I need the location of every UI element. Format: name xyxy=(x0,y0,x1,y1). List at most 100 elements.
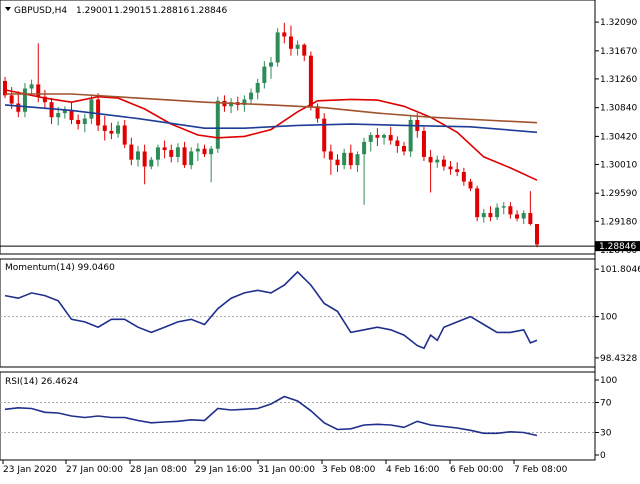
candle xyxy=(36,43,41,103)
candle xyxy=(428,150,433,193)
candle-body xyxy=(262,66,267,84)
candle xyxy=(62,106,67,119)
price-tick-label: 1.30010 xyxy=(600,160,637,170)
candle xyxy=(282,22,287,44)
candle xyxy=(508,202,513,219)
candle-body xyxy=(269,62,273,67)
time-tick-label: 28 Jan 08:00 xyxy=(130,465,187,475)
candle xyxy=(102,115,107,141)
rsi-tick-label: 100 xyxy=(600,376,617,386)
candle-body xyxy=(501,206,506,208)
candle xyxy=(495,203,500,220)
candle-body xyxy=(328,151,333,160)
candle-body xyxy=(189,151,194,166)
candle xyxy=(328,144,333,175)
candle xyxy=(136,145,140,167)
time-axis: 23 Jan 2020 27 Jan 00:00 28 Jan 08:00 29 Ja… xyxy=(2,460,568,475)
candle xyxy=(129,137,134,166)
candle xyxy=(441,155,446,171)
candle-body xyxy=(322,118,327,152)
candle-body xyxy=(195,148,200,152)
candle-body xyxy=(242,99,247,105)
candle-body xyxy=(9,95,14,104)
candle-body xyxy=(288,36,293,49)
candle xyxy=(448,161,453,175)
chevron-down-icon[interactable] xyxy=(5,7,11,11)
candle xyxy=(22,83,27,118)
candle-body xyxy=(89,99,94,119)
candle-body xyxy=(475,188,480,218)
candle-body xyxy=(421,130,426,157)
candle xyxy=(481,208,486,223)
candle xyxy=(322,113,327,159)
candle xyxy=(209,145,214,183)
price-scale: 1.32090 1.31670 1.31260 1.30840 1.30420 1.300… xyxy=(595,18,637,256)
current-price-box xyxy=(595,241,640,252)
candle-body xyxy=(355,154,360,166)
candle xyxy=(461,167,466,186)
time-tick-label: 31 Jan 00:00 xyxy=(258,465,315,475)
candle xyxy=(421,126,426,162)
price-tick-label: 1.29180 xyxy=(600,217,637,227)
candle xyxy=(501,202,506,215)
candle-body xyxy=(169,150,174,157)
candle-body xyxy=(455,169,460,172)
indicator-layer: 101.8046 100 98.4328 100 70 30 0 xyxy=(0,265,640,461)
moving-averages-layer xyxy=(4,89,538,181)
candle xyxy=(295,40,300,56)
candle-body xyxy=(408,119,413,152)
price-tick-label: 1.32090 xyxy=(600,18,637,28)
candle xyxy=(515,210,520,222)
candle-body xyxy=(175,147,180,157)
candle-body xyxy=(342,152,347,166)
moving-average-line xyxy=(4,89,538,181)
candle xyxy=(149,156,154,170)
candle xyxy=(229,98,234,114)
price-tick-label: 1.31260 xyxy=(600,75,637,85)
candle-body xyxy=(441,159,446,167)
candle xyxy=(348,144,353,170)
momentum-pane-frame xyxy=(0,258,596,368)
rsi-pane-frame xyxy=(0,371,596,461)
candle xyxy=(342,148,347,170)
candle-body xyxy=(129,144,134,160)
candle-body xyxy=(229,102,234,107)
price-tick-label: 1.29590 xyxy=(600,189,637,199)
candle xyxy=(275,28,280,67)
candle-body xyxy=(488,213,493,218)
price-tick-label: 1.31670 xyxy=(600,47,637,57)
candle xyxy=(82,113,87,133)
candles-layer xyxy=(3,22,539,248)
candle xyxy=(49,98,54,125)
candle-body xyxy=(275,32,280,63)
candle xyxy=(3,76,7,99)
candle-body xyxy=(368,135,373,142)
price-tick-label: 1.30420 xyxy=(600,132,637,142)
candle-body xyxy=(528,213,533,224)
candle-body xyxy=(142,151,147,167)
open-value: 1.29001 xyxy=(76,6,113,16)
candle xyxy=(288,25,293,56)
candle-body xyxy=(69,110,74,120)
momentum-tick-label: 98.4328 xyxy=(600,354,637,364)
candle-body xyxy=(182,147,187,166)
candle-body xyxy=(302,44,307,56)
candle-body xyxy=(382,135,387,138)
candle xyxy=(89,95,94,125)
candle xyxy=(382,133,387,145)
time-tick-label: 7 Feb 08:00 xyxy=(514,465,568,475)
candle-body xyxy=(102,125,107,131)
candle xyxy=(169,144,174,163)
candle-body xyxy=(62,110,67,114)
candle-body xyxy=(388,135,393,141)
candle-body xyxy=(395,140,400,146)
close-value: 1.28846 xyxy=(190,6,227,16)
candle-body xyxy=(209,148,214,155)
candle xyxy=(215,96,220,153)
candle xyxy=(76,114,81,130)
rsi-line xyxy=(4,395,538,437)
candle xyxy=(362,137,367,205)
rsi-tick-label: 30 xyxy=(600,429,612,439)
